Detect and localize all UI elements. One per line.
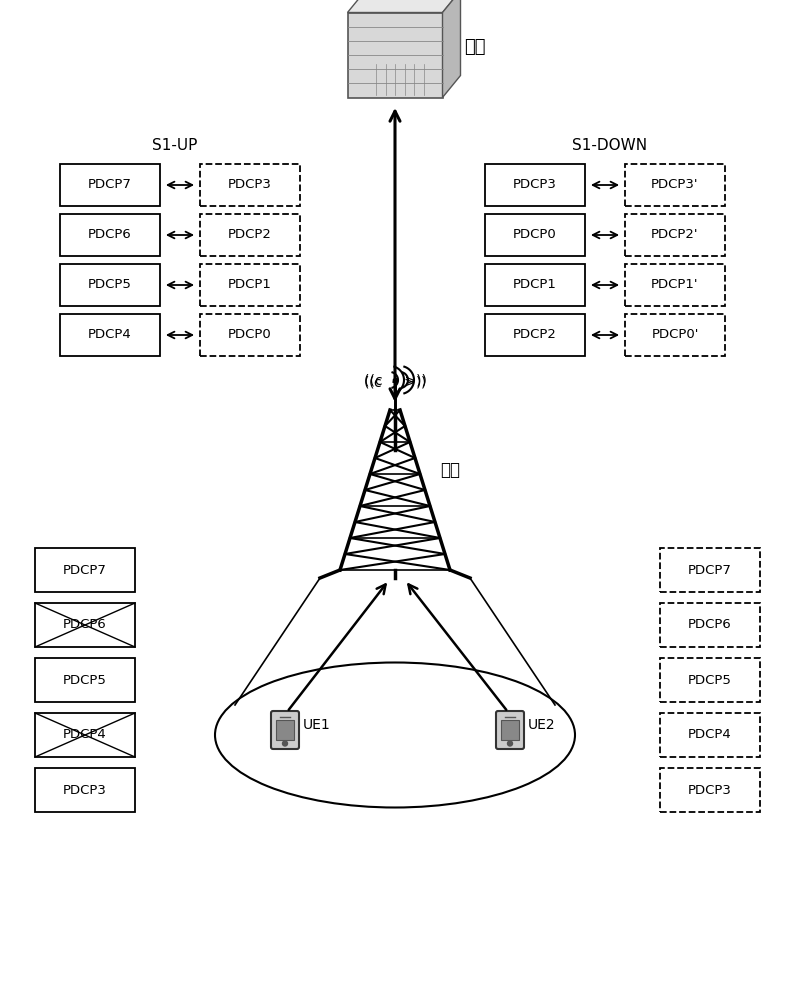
Polygon shape <box>347 0 460 12</box>
FancyBboxPatch shape <box>200 214 300 256</box>
Text: 基站: 基站 <box>440 461 460 479</box>
FancyBboxPatch shape <box>35 713 135 757</box>
Text: PDCP5: PDCP5 <box>63 674 107 686</box>
FancyBboxPatch shape <box>625 164 725 206</box>
FancyBboxPatch shape <box>625 314 725 356</box>
FancyBboxPatch shape <box>276 720 294 740</box>
Text: ((c  $\cdot$  >)): ((c $\cdot$ >)) <box>363 374 427 390</box>
Text: PDCP4: PDCP4 <box>63 728 107 742</box>
Text: PDCP2': PDCP2' <box>651 229 699 241</box>
FancyBboxPatch shape <box>485 164 585 206</box>
Text: PDCP1: PDCP1 <box>228 278 272 292</box>
Text: UE1: UE1 <box>303 718 331 732</box>
Text: PDCP3: PDCP3 <box>688 784 732 796</box>
Text: PDCP3: PDCP3 <box>228 178 272 192</box>
FancyBboxPatch shape <box>485 264 585 306</box>
Text: PDCP6: PDCP6 <box>63 618 107 632</box>
FancyBboxPatch shape <box>35 603 135 647</box>
Text: PDCP0': PDCP0' <box>651 328 699 342</box>
Text: PDCP3: PDCP3 <box>63 784 107 796</box>
FancyBboxPatch shape <box>200 164 300 206</box>
Text: PDCP4: PDCP4 <box>88 328 132 342</box>
FancyBboxPatch shape <box>200 314 300 356</box>
Text: 网关: 网关 <box>464 38 486 56</box>
FancyBboxPatch shape <box>660 548 760 592</box>
FancyBboxPatch shape <box>485 314 585 356</box>
FancyBboxPatch shape <box>60 164 160 206</box>
Text: PDCP6: PDCP6 <box>688 618 732 632</box>
FancyBboxPatch shape <box>485 214 585 256</box>
Text: PDCP4: PDCP4 <box>688 728 732 742</box>
FancyBboxPatch shape <box>60 314 160 356</box>
Text: S1-DOWN: S1-DOWN <box>572 137 648 152</box>
FancyBboxPatch shape <box>625 264 725 306</box>
Text: PDCP2: PDCP2 <box>513 328 557 342</box>
Text: PDCP0: PDCP0 <box>228 328 272 342</box>
Text: ((c  ·  >)): ((c · >)) <box>363 373 426 387</box>
FancyBboxPatch shape <box>35 768 135 812</box>
Text: PDCP7: PDCP7 <box>88 178 132 192</box>
FancyBboxPatch shape <box>35 548 135 592</box>
Text: PDCP3': PDCP3' <box>651 178 699 192</box>
FancyBboxPatch shape <box>660 658 760 702</box>
FancyBboxPatch shape <box>60 264 160 306</box>
FancyBboxPatch shape <box>200 264 300 306</box>
Text: PDCP5: PDCP5 <box>688 674 732 686</box>
Text: PDCP0: PDCP0 <box>513 229 556 241</box>
Polygon shape <box>443 0 460 98</box>
Text: PDCP5: PDCP5 <box>88 278 132 292</box>
FancyBboxPatch shape <box>347 12 443 98</box>
Ellipse shape <box>215 662 575 808</box>
Circle shape <box>507 741 513 746</box>
FancyBboxPatch shape <box>35 658 135 702</box>
FancyBboxPatch shape <box>660 603 760 647</box>
FancyBboxPatch shape <box>660 713 760 757</box>
Text: PDCP2: PDCP2 <box>228 229 272 241</box>
FancyBboxPatch shape <box>660 768 760 812</box>
Text: PDCP6: PDCP6 <box>88 229 132 241</box>
Text: PDCP7: PDCP7 <box>63 564 107 576</box>
FancyBboxPatch shape <box>60 214 160 256</box>
FancyBboxPatch shape <box>496 711 524 749</box>
Text: S1-UP: S1-UP <box>153 137 198 152</box>
Text: PDCP3: PDCP3 <box>513 178 557 192</box>
FancyBboxPatch shape <box>625 214 725 256</box>
Text: PDCP7: PDCP7 <box>688 564 732 576</box>
Text: PDCP1: PDCP1 <box>513 278 557 292</box>
Circle shape <box>282 741 288 746</box>
Text: PDCP1': PDCP1' <box>651 278 699 292</box>
FancyBboxPatch shape <box>271 711 299 749</box>
Text: UE2: UE2 <box>528 718 556 732</box>
FancyBboxPatch shape <box>501 720 519 740</box>
